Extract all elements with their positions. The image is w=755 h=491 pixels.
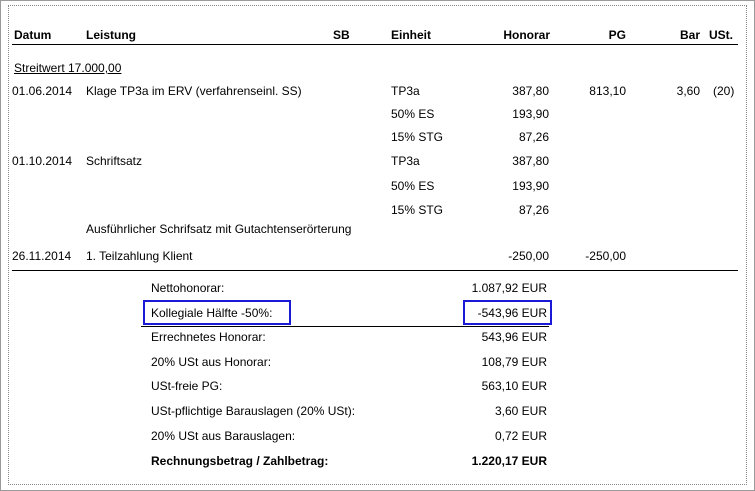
row-ust: (20) <box>713 84 735 98</box>
row-einheit: TP3a <box>391 84 420 98</box>
col-header-sb: SB <box>333 28 350 42</box>
row-honorar: 193,90 <box>512 179 549 193</box>
col-header-bar: Bar <box>679 28 700 42</box>
col-header-pg: PG <box>608 28 626 42</box>
row-einheit: 15% STG <box>391 130 444 144</box>
page-area <box>8 5 747 485</box>
col-header-einheit: Einheit <box>391 28 432 42</box>
col-header-datum: Datum <box>14 28 52 42</box>
summary-label: Nettohonorar: <box>151 281 225 295</box>
highlight-box-value <box>463 300 552 325</box>
row-honorar: 387,80 <box>512 154 549 168</box>
row-datum: 26.11.2014 <box>12 249 72 263</box>
summary-label: Kollegiale Hälfte -50%: <box>151 306 273 320</box>
summary-value: 1.087,92 EUR <box>471 281 547 295</box>
summary-value: 108,79 EUR <box>481 355 547 369</box>
col-header-leistung: Leistung <box>86 28 136 42</box>
row-bar: 3,60 <box>676 84 700 98</box>
row-pg: 813,10 <box>589 84 626 98</box>
row-einheit: TP3a <box>391 154 420 168</box>
row-honorar: 87,26 <box>518 203 549 217</box>
row-einheit: 50% ES <box>391 179 435 193</box>
row-leistung-note: Ausführlicher Schrifsatz mit Gutachtense… <box>86 222 352 236</box>
row-leistung: Klage TP3a im ERV (verfahrenseinl. SS) <box>86 84 302 98</box>
summary-label: USt-pflichtige Barauslagen (20% USt): <box>151 404 356 418</box>
total-value: 1.220,17 EUR <box>471 454 547 468</box>
summary-label: USt-freie PG: <box>151 379 223 393</box>
row-leistung: Schriftsatz <box>86 154 143 168</box>
row-honorar: -250,00 <box>508 249 549 263</box>
row-leistung: 1. Teilzahlung Klient <box>86 249 193 263</box>
summary-label: 20% USt aus Honorar: <box>151 355 272 369</box>
streitwert-label: Streitwert 17.000,00 <box>14 61 122 75</box>
row-datum: 01.10.2014 <box>12 154 73 168</box>
table-bottom-rule <box>12 270 738 271</box>
summary-value: 563,10 EUR <box>481 379 547 393</box>
row-honorar: 193,90 <box>512 107 549 121</box>
row-honorar: 387,80 <box>512 84 549 98</box>
col-header-honorar: Honorar <box>503 28 550 42</box>
row-honorar: 87,26 <box>518 130 549 144</box>
row-datum: 01.06.2014 <box>12 84 73 98</box>
total-label: Rechnungsbetrag / Zahlbetrag: <box>151 454 329 468</box>
row-einheit: 50% ES <box>391 107 435 121</box>
row-pg: -250,00 <box>585 249 626 263</box>
row-einheit: 15% STG <box>391 203 444 217</box>
summary-label: 20% USt aus Barauslagen: <box>151 429 296 443</box>
summary-value: 0,72 EUR <box>494 429 547 443</box>
summary-value: -543,96 EUR <box>477 306 547 320</box>
summary-value: 543,96 EUR <box>481 330 547 344</box>
col-header-ust: USt. <box>709 28 733 42</box>
summary-label: Errechnetes Honorar: <box>151 330 266 344</box>
summary-value: 3,60 EUR <box>494 404 547 418</box>
summary-rule <box>141 326 549 327</box>
highlight-box-label <box>143 300 291 325</box>
header-rule <box>12 44 738 45</box>
